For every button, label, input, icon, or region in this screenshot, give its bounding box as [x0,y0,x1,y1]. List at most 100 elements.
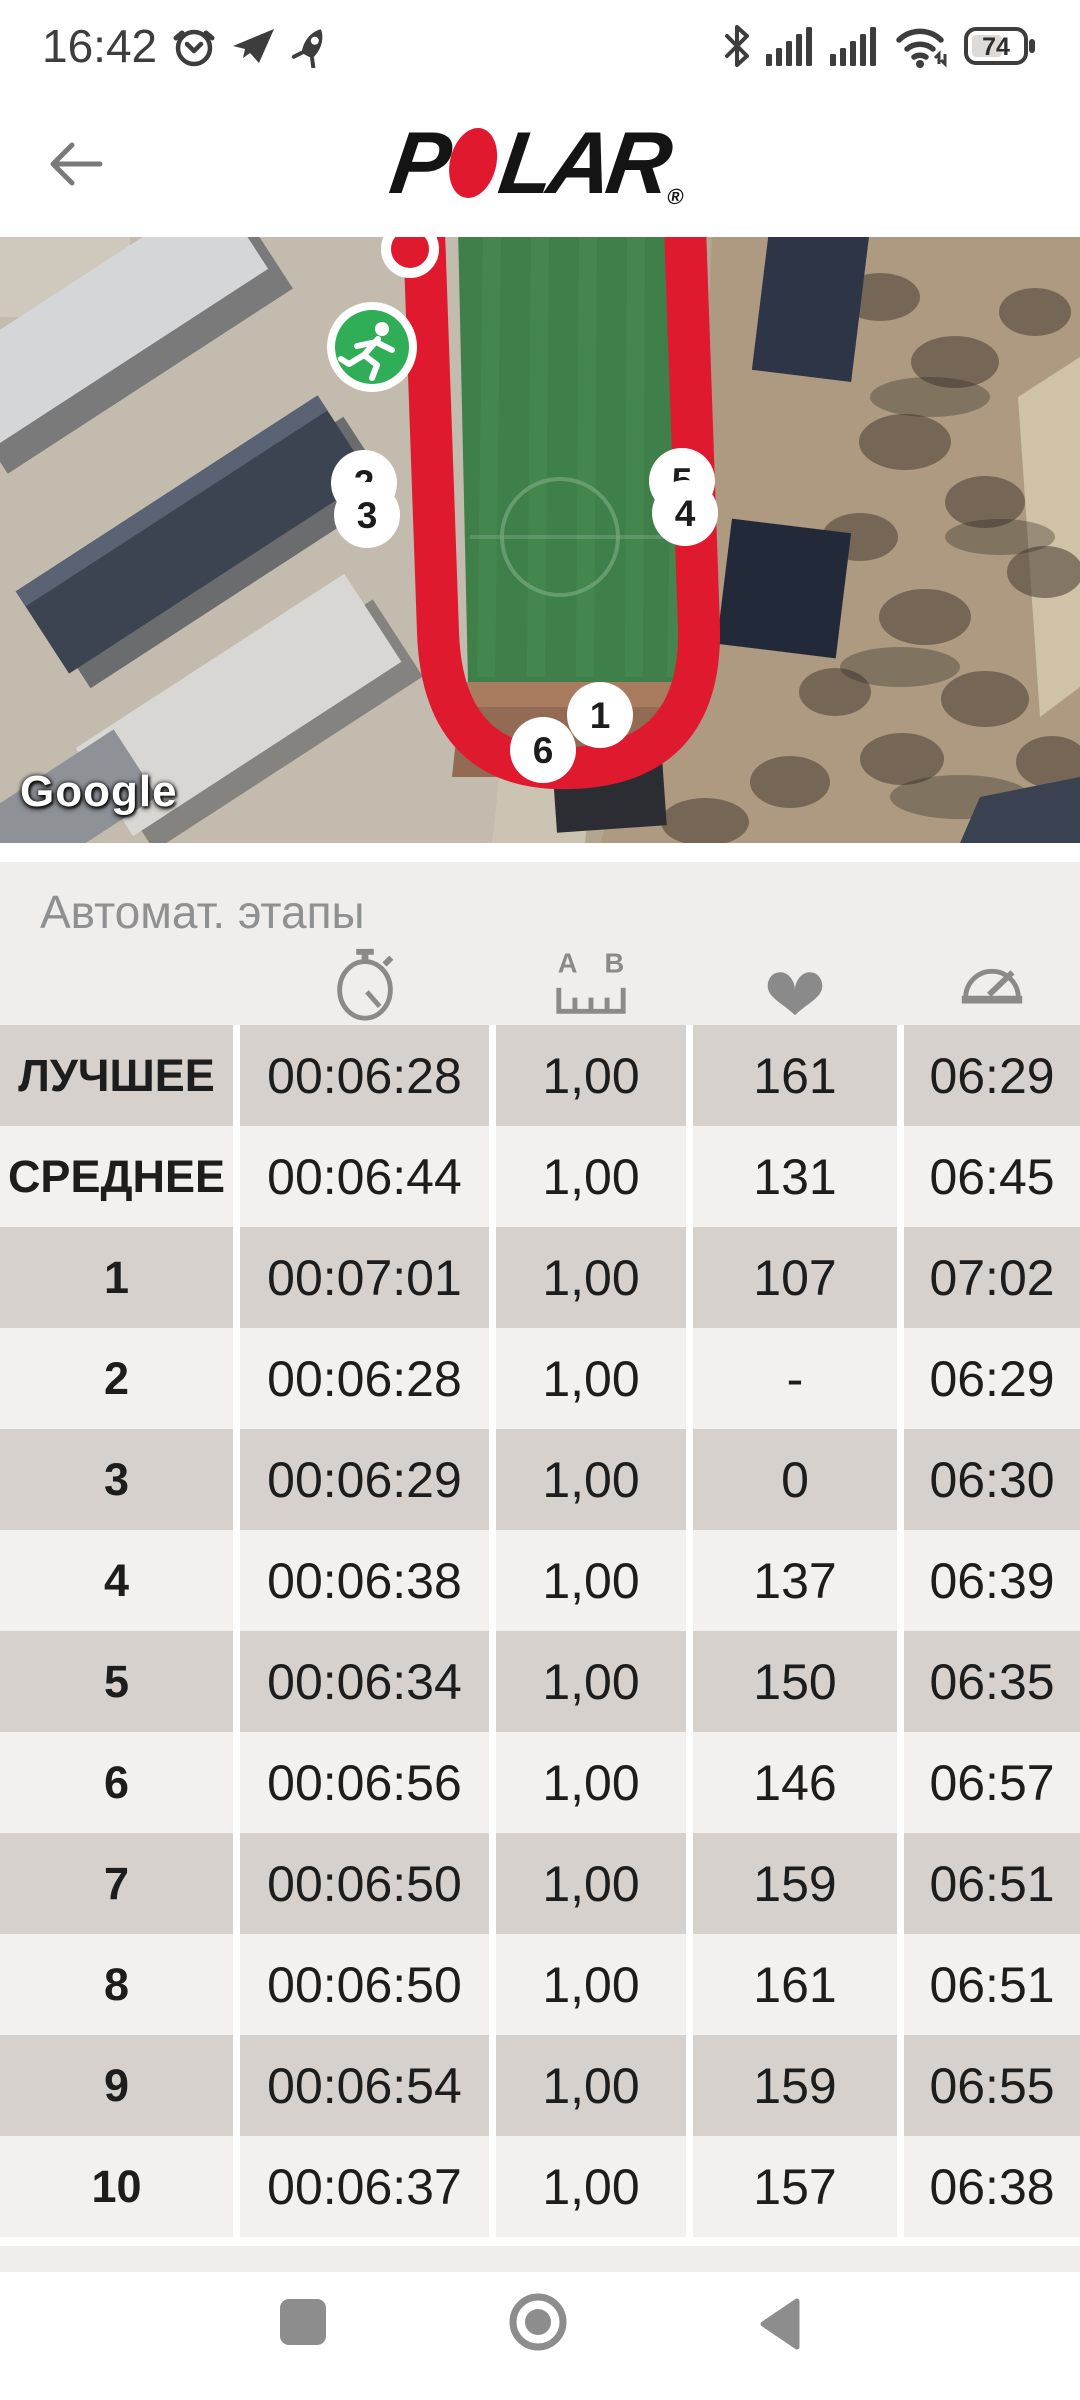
status-right: 74 [724,23,1038,69]
lap-pace-cell: 06:39 [904,1530,1080,1631]
lap-duration-cell: 00:06:50 [240,1833,489,1934]
lap-pace-cell: 06:45 [904,1126,1080,1227]
lap-marker[interactable]: 4 [652,480,718,546]
lap-label-cell: 1 [0,1227,233,1328]
lap-distance-cell: 1,00 [496,1025,686,1126]
table-footer-gap [0,2237,1080,2246]
distance-icon: A B [556,947,626,1014]
lap-distance-cell: 1,00 [496,1833,686,1934]
status-bar: 16:42 [0,0,1080,92]
lap-duration-cell: 00:06:38 [240,1530,489,1631]
status-time: 16:42 [42,20,158,72]
lap-pace-cell: 06:51 [904,1934,1080,2035]
lap-distance-cell: 1,00 [496,1429,686,1530]
route-track [401,237,720,790]
lap-pace-cell: 06:51 [904,1833,1080,1934]
lap-label-cell: 8 [0,1934,233,2035]
lap-duration-cell: 00:06:34 [240,1631,489,1732]
logo-letter-p: P [384,112,453,212]
lap-pace-cell: 07:02 [904,1227,1080,1328]
back-icon[interactable] [757,2298,809,2350]
app-header: P LAR ® [0,92,1080,237]
lap-row: 6 00:06:56 1,00 146 06:57 [0,1732,1080,1833]
polar-logo: P LAR ® [384,111,695,213]
logo-red-oval [444,127,502,198]
laps-column-icons: A B [0,942,1080,1025]
start-marker[interactable] [327,302,417,392]
lap-duration-cell: 00:06:29 [240,1429,489,1530]
lap-distance-cell: 1,00 [496,1631,686,1732]
lap-duration-cell: 00:06:44 [240,1126,489,1227]
route-map[interactable]: 123546 Google [0,237,1080,843]
lap-heart-rate-cell: - [693,1328,897,1429]
map-field [458,237,702,682]
lap-marker[interactable]: 1 [567,682,633,748]
lap-heart-rate-cell: 0 [693,1429,897,1530]
lap-duration-cell: 00:07:01 [240,1227,489,1328]
lap-duration-cell: 00:06:28 [240,1328,489,1429]
lap-duration-cell: 00:06:50 [240,1934,489,2035]
heart-rate-icon [767,971,823,1015]
lap-row: 8 00:06:50 1,00 161 06:51 [0,1934,1080,2035]
lap-marker-label: 1 [590,695,611,736]
lap-distance-cell: 1,00 [496,2035,686,2136]
lap-row: 5 00:06:34 1,00 150 06:35 [0,1631,1080,1732]
lap-label-cell: 2 [0,1328,233,1429]
lap-row: 4 00:06:38 1,00 137 06:39 [0,1530,1080,1631]
lap-distance-cell: 1,00 [496,1530,686,1631]
lap-row: 10 00:06:37 1,00 157 06:38 [0,2136,1080,2237]
lap-heart-rate-cell: 137 [693,1530,897,1631]
map-buildings-left [0,237,423,843]
svg-text:A: A [558,947,578,978]
lap-row: 3 00:06:29 1,00 0 06:30 [0,1429,1080,1530]
lap-heart-rate-cell: 159 [693,2035,897,2136]
duration-icon [336,948,393,1021]
android-nav-bar [0,2272,1080,2400]
lap-distance-cell: 1,00 [496,1732,686,1833]
recents-icon[interactable] [280,2299,326,2345]
lap-pace-cell: 06:29 [904,1328,1080,1429]
lap-heart-rate-cell: 161 [693,1934,897,2035]
status-left: 16:42 [42,19,333,73]
runner-icon [338,322,395,381]
google-attribution: Google [20,767,178,816]
laps-table: ЛУЧШЕЕ 00:06:28 1,00 161 06:29 СРЕДНЕЕ 0… [0,1025,1080,2237]
lap-marker-label: 3 [357,495,378,536]
lap-label-cell: 5 [0,1631,233,1732]
svg-text:B: B [605,947,625,978]
battery-icon: 74 [964,27,1035,65]
lap-label-cell: СРЕДНЕЕ [0,1126,233,1227]
lap-heart-rate-cell: 150 [693,1631,897,1732]
home-icon[interactable] [508,2292,568,2352]
lap-marker[interactable]: 3 [334,482,400,548]
lap-pace-cell: 06:29 [904,1025,1080,1126]
map-trees [661,273,1080,843]
back-button[interactable] [46,134,106,194]
lap-duration-cell: 00:06:54 [240,2035,489,2136]
lap-distance-cell: 1,00 [496,1227,686,1328]
map-roof-mid-right [716,518,852,659]
lap-row: 2 00:06:28 1,00 - 06:29 [0,1328,1080,1429]
lap-distance-cell: 1,00 [496,1328,686,1429]
lap-pace-cell: 06:57 [904,1732,1080,1833]
lap-pace-cell: 06:30 [904,1429,1080,1530]
alarm-icon [173,29,215,67]
battery-percent: 74 [982,33,1010,61]
lap-label-cell: 9 [0,2035,233,2136]
lap-duration-cell: 00:06:28 [240,1025,489,1126]
map-roof-top-right [751,237,871,382]
lap-duration-cell: 00:06:56 [240,1732,489,1833]
lap-duration-cell: 00:06:37 [240,2136,489,2237]
lap-label-cell: 7 [0,1833,233,1934]
lap-marker[interactable]: 6 [510,717,576,783]
lap-row: 7 00:06:50 1,00 159 06:51 [0,1833,1080,1934]
logo-registered-mark: ® [665,183,686,209]
lap-label-cell: 4 [0,1530,233,1631]
logo-letters-lar: LAR [493,112,674,212]
lap-pace-cell: 06:35 [904,1631,1080,1732]
lap-row: СРЕДНЕЕ 00:06:44 1,00 131 06:45 [0,1126,1080,1227]
lap-row: 1 00:07:01 1,00 107 07:02 [0,1227,1080,1328]
lap-heart-rate-cell: 161 [693,1025,897,1126]
lap-heart-rate-cell: 107 [693,1227,897,1328]
